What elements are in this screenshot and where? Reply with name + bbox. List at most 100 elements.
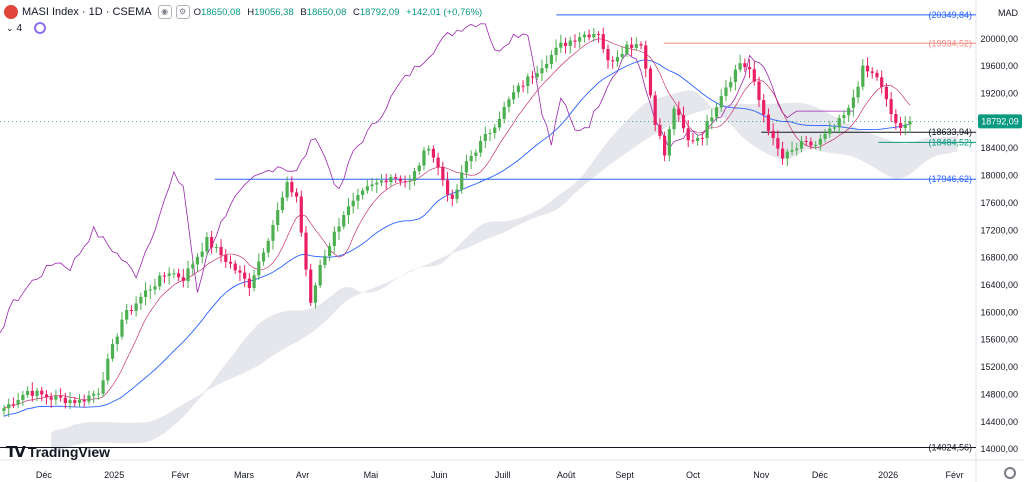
eye-icon[interactable]: ◉ xyxy=(157,5,172,19)
symbol-title[interactable]: MASI Index · 1D · CSEMA xyxy=(22,6,152,18)
candle-body xyxy=(856,86,860,98)
candle-body xyxy=(394,177,398,179)
candle-body xyxy=(35,390,39,396)
candle-body xyxy=(738,63,742,70)
indicator-count[interactable]: 4 xyxy=(16,22,23,34)
candle-body xyxy=(309,269,313,303)
chart-header: MASI Index · 1D · CSEMA ◉ ⚙ O18650,08 H1… xyxy=(4,3,486,21)
candle-body xyxy=(351,200,355,207)
candle-body xyxy=(40,390,44,395)
candle-body xyxy=(68,400,72,404)
candle-body xyxy=(224,255,228,262)
candle-body xyxy=(73,400,77,403)
candle-body xyxy=(884,86,889,100)
candle-body xyxy=(795,148,799,151)
time-tick-label: Déc xyxy=(812,470,829,480)
candle-body xyxy=(271,225,275,241)
candle-body xyxy=(568,40,572,46)
candle-body xyxy=(851,97,855,108)
candle-body xyxy=(535,73,539,78)
candle-body xyxy=(403,181,407,183)
candle-body xyxy=(799,140,804,149)
time-tick-label: Juill xyxy=(495,470,511,480)
candle-body xyxy=(705,121,709,139)
candle-body xyxy=(644,45,648,69)
candle-body xyxy=(790,150,794,152)
candle-body xyxy=(785,151,789,159)
candle-body xyxy=(441,167,445,181)
candle-body xyxy=(648,68,653,96)
indicator-toggle-row: ⌄ 4 xyxy=(6,22,47,34)
tenkan-line xyxy=(3,38,911,409)
candle-body xyxy=(582,34,587,38)
time-tick-label: Oct xyxy=(686,470,701,480)
price-tick-label: 14000,00 xyxy=(980,444,1018,454)
candle-body xyxy=(903,124,907,128)
candle-body xyxy=(804,140,808,142)
candle-body xyxy=(110,344,115,359)
candle-body xyxy=(427,148,431,151)
candle-body xyxy=(681,115,686,129)
time-tick-label: 2025 xyxy=(104,470,124,480)
candle-body xyxy=(733,69,738,82)
price-tick-label: 20000,00 xyxy=(980,34,1018,44)
gear-icon[interactable] xyxy=(1004,467,1016,479)
candle-body xyxy=(714,107,719,118)
candle-body xyxy=(379,180,384,183)
candle-body xyxy=(455,189,459,199)
settings-icon[interactable]: ⚙ xyxy=(175,5,190,19)
candle-body xyxy=(563,42,568,46)
candle-body xyxy=(847,107,851,116)
candle-body xyxy=(162,275,167,277)
candle-body xyxy=(205,237,209,252)
candle-body xyxy=(332,231,336,247)
candle-body xyxy=(167,273,171,276)
candle-body xyxy=(719,96,723,108)
candle-body xyxy=(266,240,270,253)
candle-body xyxy=(729,81,733,88)
candle-body xyxy=(214,246,218,248)
symbol-logo xyxy=(4,5,18,19)
candle-body xyxy=(653,95,657,125)
candle-body xyxy=(478,141,483,153)
candle-body xyxy=(894,113,898,124)
candle-body xyxy=(596,33,601,35)
candle-body xyxy=(252,275,256,288)
candle-body xyxy=(158,275,162,287)
candle-body xyxy=(276,209,280,226)
candle-body xyxy=(497,118,502,128)
candle-body xyxy=(814,144,818,146)
candle-body xyxy=(299,196,303,233)
price-tick-label: 14800,00 xyxy=(980,389,1018,399)
time-tick-label: Août xyxy=(557,470,576,480)
candle-body xyxy=(125,309,129,320)
candle-body xyxy=(776,138,780,149)
candle-body xyxy=(228,261,233,264)
candle-body xyxy=(818,138,822,145)
candle-body xyxy=(54,396,58,400)
candle-body xyxy=(408,180,412,182)
candle-body xyxy=(304,232,308,270)
candle-body xyxy=(460,172,464,190)
refresh-icon[interactable] xyxy=(34,22,47,34)
candle-body xyxy=(106,358,110,381)
level-label-2: (18633,94) xyxy=(928,127,972,137)
candle-body xyxy=(545,63,549,69)
candle-body xyxy=(2,408,6,411)
candle-body xyxy=(823,133,827,139)
price-tick-label: 19200,00 xyxy=(980,88,1018,98)
candle-body xyxy=(172,273,176,275)
chevron-down-icon[interactable]: ⌄ xyxy=(6,22,14,33)
time-tick-label: 2026 xyxy=(878,470,898,480)
candle-body xyxy=(691,140,695,142)
candle-body xyxy=(49,397,53,400)
price-tick-label: 17200,00 xyxy=(980,225,1018,235)
candle-body xyxy=(512,92,516,100)
candle-body xyxy=(181,277,185,282)
price-tick-label: 14400,00 xyxy=(980,417,1018,427)
candle-body xyxy=(92,393,96,396)
candle-body xyxy=(587,34,591,38)
time-tick-label: Févr xyxy=(172,470,190,480)
candle-body xyxy=(752,69,756,82)
